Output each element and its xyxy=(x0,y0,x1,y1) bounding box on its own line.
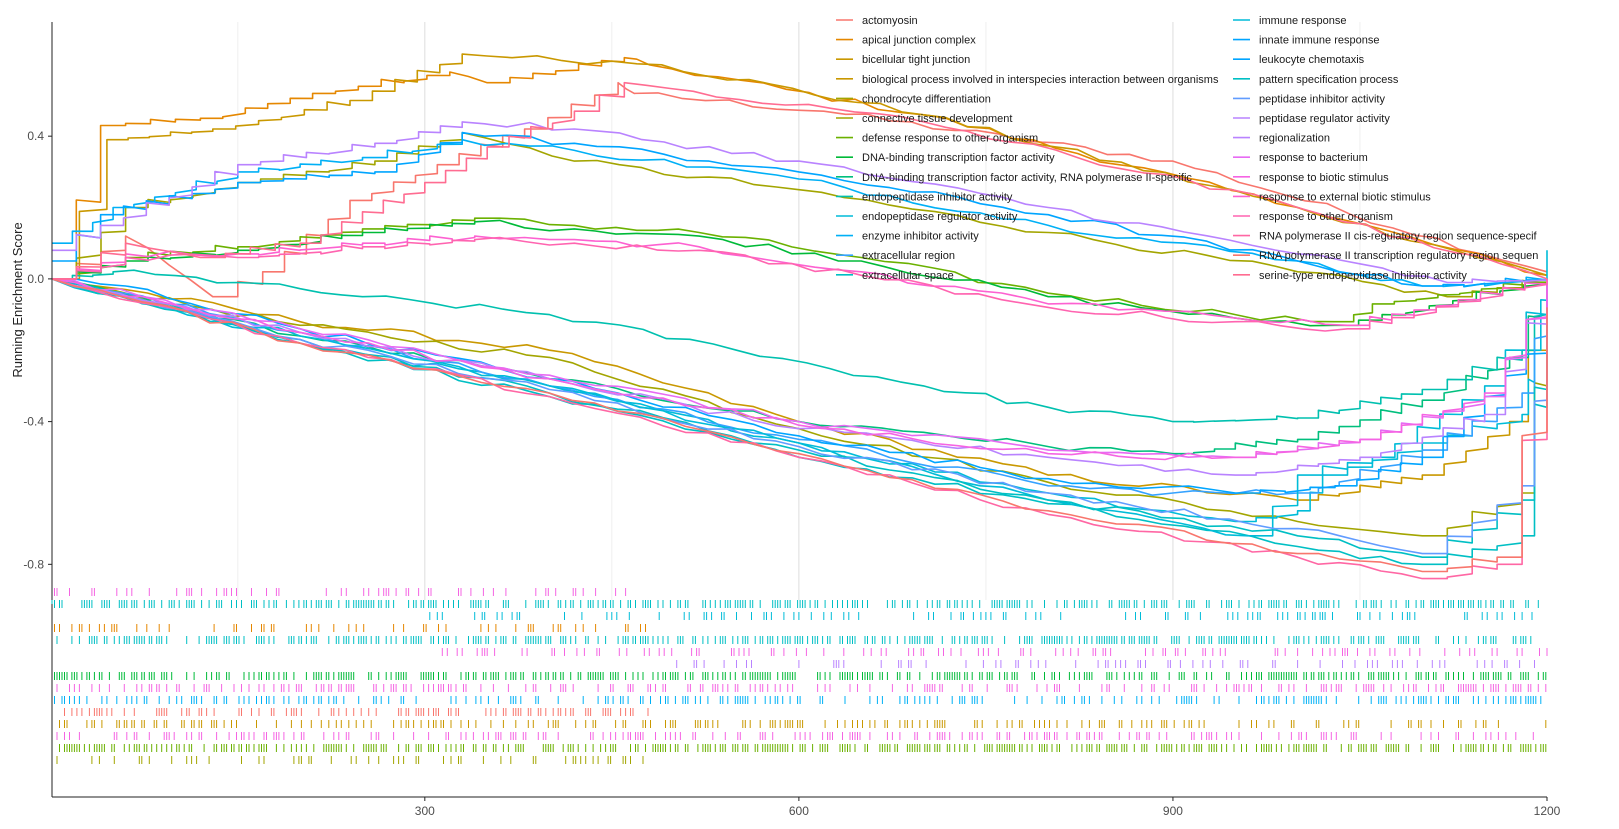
curve-6 xyxy=(52,217,1548,323)
rug-row-1 xyxy=(51,600,1539,608)
legend-label: RNA polymerase II transcription regulato… xyxy=(1259,250,1538,262)
y-tick-label: 0.0 xyxy=(27,272,44,286)
curve-8 xyxy=(51,278,1548,455)
legend-label: actomyosin xyxy=(862,15,918,27)
curve-18 xyxy=(51,278,1548,555)
rug-row-9 xyxy=(51,696,1542,704)
curve-24 xyxy=(52,236,1548,332)
legend-label: peptidase regulator activity xyxy=(1259,113,1390,125)
y-tick-label: 0.4 xyxy=(27,129,44,143)
legend-label: apical junction complex xyxy=(862,35,976,47)
rug-row-0 xyxy=(54,588,627,596)
legend-label: RNA polymerase II cis-regulatory region … xyxy=(1259,231,1538,243)
legend-label: response to bacterium xyxy=(1259,152,1368,164)
x-tick-label: 600 xyxy=(789,804,809,818)
legend-label: chondrocyte differentiation xyxy=(862,93,991,105)
rug-row-3 xyxy=(54,624,646,632)
legend-label: endopeptidase inhibitor activity xyxy=(862,191,1013,203)
curve-13 xyxy=(51,278,1548,566)
legend-label: defense response to other organism xyxy=(862,133,1038,145)
x-tick-label: 1200 xyxy=(1534,804,1561,818)
legend-label: immune response xyxy=(1259,15,1346,27)
legend-label: innate immune response xyxy=(1259,35,1379,47)
rug-row-7 xyxy=(54,672,1547,680)
y-axis-title: Running Enrichment Score xyxy=(10,222,25,377)
legend-label: leukocyte chemotaxis xyxy=(1259,54,1365,66)
curve-10 xyxy=(51,250,1548,523)
curve-27 xyxy=(52,81,1548,280)
curve-5 xyxy=(51,278,1548,537)
y-tick-label: -0.8 xyxy=(23,557,44,571)
axes xyxy=(51,22,1547,798)
legend-label: enzyme inhibitor activity xyxy=(862,231,979,243)
legend-label: endopeptidase regulator activity xyxy=(862,211,1018,223)
curve-25 xyxy=(51,278,1548,580)
curve-15 xyxy=(51,278,1548,494)
rug-row-12 xyxy=(56,732,1534,740)
legend-label: regionalization xyxy=(1259,133,1330,145)
curve-1 xyxy=(52,56,1548,280)
legend-label: peptidase inhibitor activity xyxy=(1259,93,1385,105)
legend-label: biological process involved in interspec… xyxy=(862,74,1219,86)
rug-row-10 xyxy=(64,708,649,716)
legend-label: bicellular tight junction xyxy=(862,54,970,66)
gene-hit-rug xyxy=(51,588,1548,764)
x-tick-label: 300 xyxy=(415,804,435,818)
curve-20 xyxy=(52,121,1548,284)
rug-row-11 xyxy=(51,720,1547,728)
tick-labels: -0.8 -0.4 0.0 0.4 300 600 900 1200 xyxy=(23,129,1560,818)
rug-row-6 xyxy=(676,660,1535,668)
curve-21 xyxy=(51,278,1548,459)
legend-label: DNA-binding transcription factor activit… xyxy=(862,172,1192,184)
curve-2 xyxy=(52,53,1548,280)
curve-14 xyxy=(51,278,1548,537)
enrichment-curves xyxy=(51,53,1548,580)
curve-19 xyxy=(51,278,1548,476)
rug-row-4 xyxy=(56,636,1532,644)
rug-row-13 xyxy=(51,744,1547,752)
curve-22 xyxy=(51,278,1548,461)
legend-label: DNA-binding transcription factor activit… xyxy=(862,152,1055,164)
rug-row-2 xyxy=(429,612,1533,620)
rug-row-8 xyxy=(56,684,1547,692)
curve-16 xyxy=(52,131,1548,287)
y-tick-label: -0.4 xyxy=(23,415,44,429)
curve-0 xyxy=(52,81,1548,298)
legend-label: response to other organism xyxy=(1259,211,1393,223)
rug-row-5 xyxy=(441,648,1548,656)
curve-9 xyxy=(52,269,1548,423)
legend-label: extracellular region xyxy=(862,250,955,262)
legend-label: response to biotic stimulus xyxy=(1259,172,1389,184)
legend-label: connective tissue development xyxy=(862,113,1012,125)
legend-label: pattern specification process xyxy=(1259,74,1399,86)
rug-row-14 xyxy=(51,756,644,764)
x-tick-label: 900 xyxy=(1163,804,1183,818)
legend-label: response to external biotic stimulus xyxy=(1259,191,1431,203)
curve-3 xyxy=(51,278,1548,501)
curve-26 xyxy=(51,278,1548,573)
curve-12 xyxy=(51,278,1548,496)
legend-label: extracellular space xyxy=(862,270,954,282)
legend: actomyosin apical junction complex bicellu… xyxy=(836,15,1538,282)
legend-label: serine-type endopeptidase inhibitor acti… xyxy=(1259,270,1467,282)
